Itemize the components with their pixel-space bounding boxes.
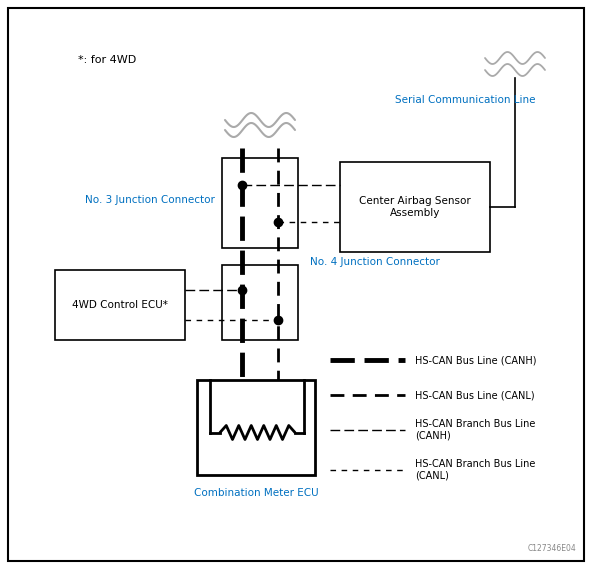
Text: Combination Meter ECU: Combination Meter ECU — [194, 488, 318, 498]
Text: Serial Communication Line: Serial Communication Line — [395, 95, 535, 105]
Text: HS-CAN Bus Line (CANH): HS-CAN Bus Line (CANH) — [415, 355, 536, 365]
Text: 4WD Control ECU*: 4WD Control ECU* — [72, 300, 168, 310]
Bar — [340, 162, 490, 252]
Bar — [197, 380, 315, 475]
Bar — [222, 158, 298, 248]
Text: HS-CAN Branch Bus Line
(CANL): HS-CAN Branch Bus Line (CANL) — [415, 459, 535, 481]
Text: Center Airbag Sensor
Assembly: Center Airbag Sensor Assembly — [359, 196, 471, 218]
Bar — [55, 270, 185, 340]
Bar — [222, 265, 298, 340]
Text: No. 4 Junction Connector: No. 4 Junction Connector — [310, 257, 440, 267]
Text: *: for 4WD: *: for 4WD — [78, 55, 136, 65]
Text: HS-CAN Bus Line (CANL): HS-CAN Bus Line (CANL) — [415, 390, 535, 400]
Text: HS-CAN Branch Bus Line
(CANH): HS-CAN Branch Bus Line (CANH) — [415, 419, 535, 441]
Text: No. 3 Junction Connector: No. 3 Junction Connector — [85, 195, 215, 205]
Text: C127346E04: C127346E04 — [527, 544, 576, 553]
